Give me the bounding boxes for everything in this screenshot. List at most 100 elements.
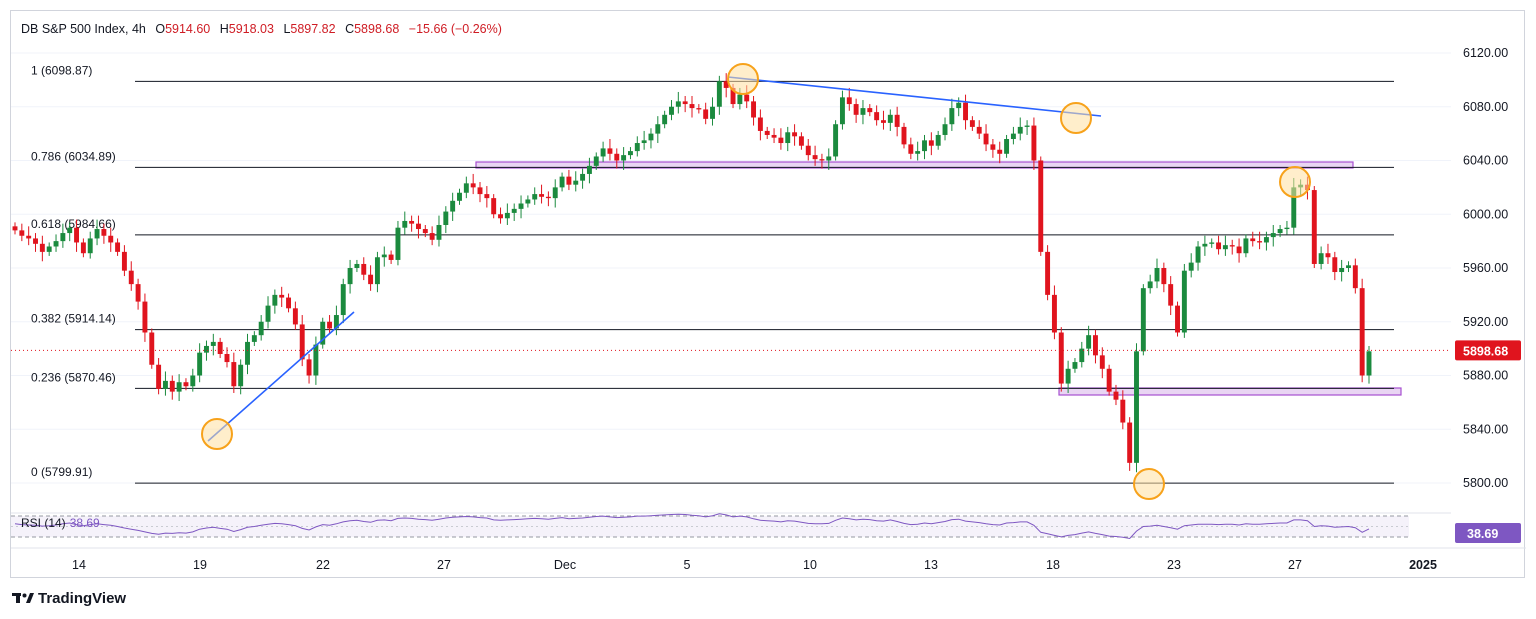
highlight-circle <box>1060 102 1092 134</box>
candle-body <box>340 284 346 316</box>
symbol-label: DB S&P 500 Index, 4h <box>21 22 146 36</box>
candle-body <box>983 133 989 145</box>
candle-body <box>477 187 483 195</box>
candle-body <box>368 274 374 285</box>
candle-body <box>1093 335 1098 356</box>
candle-body <box>1236 246 1242 254</box>
candle-body <box>1134 351 1139 463</box>
candle-body <box>894 114 900 127</box>
candle-body <box>286 297 291 309</box>
candle-body <box>80 242 86 254</box>
candle-body <box>627 151 633 156</box>
highlight-circle <box>727 63 759 95</box>
candle-body <box>361 263 367 275</box>
candle-body <box>805 145 811 156</box>
x-tick-label: Dec <box>554 558 576 572</box>
candle-body <box>525 199 531 204</box>
candle-body <box>1318 253 1324 264</box>
candle-body <box>470 183 476 188</box>
x-tick-label: 19 <box>193 558 207 572</box>
close-key: C <box>345 22 355 36</box>
candle-body <box>545 196 551 199</box>
candle-body <box>887 114 893 123</box>
candle-body <box>39 243 45 252</box>
candle-body <box>46 246 52 252</box>
rsi-line <box>14 513 1370 540</box>
candle-body <box>1277 229 1283 234</box>
candle-body <box>1181 270 1187 333</box>
candle-body <box>484 194 490 199</box>
candle-body <box>1120 399 1126 423</box>
candle-body <box>669 106 674 115</box>
candle-body <box>716 81 722 107</box>
candle-body <box>1243 238 1249 254</box>
y-tick-label: 5960.00 <box>1463 261 1508 275</box>
candle-body <box>1339 268 1345 273</box>
candle-body <box>819 159 825 161</box>
y-tick-label: 5880.00 <box>1463 369 1508 383</box>
candle-body <box>737 94 743 105</box>
candle-body <box>573 180 579 185</box>
downtrend-line <box>727 76 1102 117</box>
fib-label-0.382: 0.382 (5914.14) <box>31 312 116 326</box>
candle-body <box>1284 227 1290 230</box>
candle-body <box>518 203 524 209</box>
candle-body <box>798 136 804 146</box>
candle-body <box>1154 268 1160 282</box>
candle-body <box>1058 332 1064 384</box>
candle-body <box>101 229 107 236</box>
candle-body <box>19 230 25 236</box>
candle-body <box>662 114 668 125</box>
candle-body <box>908 144 914 154</box>
candle-body <box>710 106 715 119</box>
candle-body <box>265 305 271 322</box>
candle-body <box>224 354 230 363</box>
chart-frame[interactable]: 1 (6098.87) 0.786 (6034.89) 0.618 (5984.66… <box>10 10 1526 579</box>
tradingview-brand[interactable]: TradingView <box>12 590 126 607</box>
candle-body <box>990 144 996 150</box>
candle-body <box>730 87 736 105</box>
candle-body <box>915 151 921 154</box>
candle-body <box>395 227 401 260</box>
candle-body <box>812 155 818 160</box>
candle-body <box>757 117 763 131</box>
candle-body <box>956 102 962 109</box>
candle-body <box>641 140 647 144</box>
change-value: −15.66 (−0.26%) <box>408 22 502 36</box>
candle-body <box>33 238 38 244</box>
fib-label-0.236: 0.236 (5870.46) <box>31 370 116 384</box>
candle-body <box>1017 126 1023 134</box>
candlestick-chart[interactable]: 1 (6098.87) 0.786 (6034.89) 0.618 (5984.66… <box>11 11 1526 579</box>
candle-body <box>785 132 791 144</box>
high-key: H <box>219 22 229 36</box>
y-tick-label: 5840.00 <box>1463 422 1508 436</box>
candle-body <box>443 211 449 225</box>
candle-body <box>559 176 565 188</box>
candle-body <box>422 229 428 234</box>
candle-body <box>703 109 709 119</box>
candle-body <box>1031 125 1037 161</box>
candle-body <box>928 140 934 146</box>
open-key: O <box>155 22 166 36</box>
candle-body <box>1257 241 1263 243</box>
candle-body <box>504 212 510 219</box>
candle-body <box>169 380 175 392</box>
candle-body <box>402 220 408 228</box>
candle-body <box>1113 391 1119 400</box>
close-value: 5898.68 <box>354 22 400 36</box>
x-tick-label: 10 <box>803 558 817 572</box>
rsi-value-tag <box>1455 523 1521 543</box>
candle-body <box>272 294 278 306</box>
brand-name: TradingView <box>38 590 127 607</box>
y-tick-label: 6000.00 <box>1463 207 1508 221</box>
candle-body <box>416 223 421 230</box>
candle-body <box>935 134 941 146</box>
y-tick-label: 6080.00 <box>1463 100 1508 114</box>
candle-body <box>457 192 462 201</box>
uptrend-line <box>207 311 355 442</box>
candle-body <box>217 341 223 354</box>
candle-body <box>1004 139 1010 154</box>
candle-body <box>839 97 845 125</box>
candle-body <box>94 229 100 239</box>
candle-body <box>1270 233 1276 238</box>
